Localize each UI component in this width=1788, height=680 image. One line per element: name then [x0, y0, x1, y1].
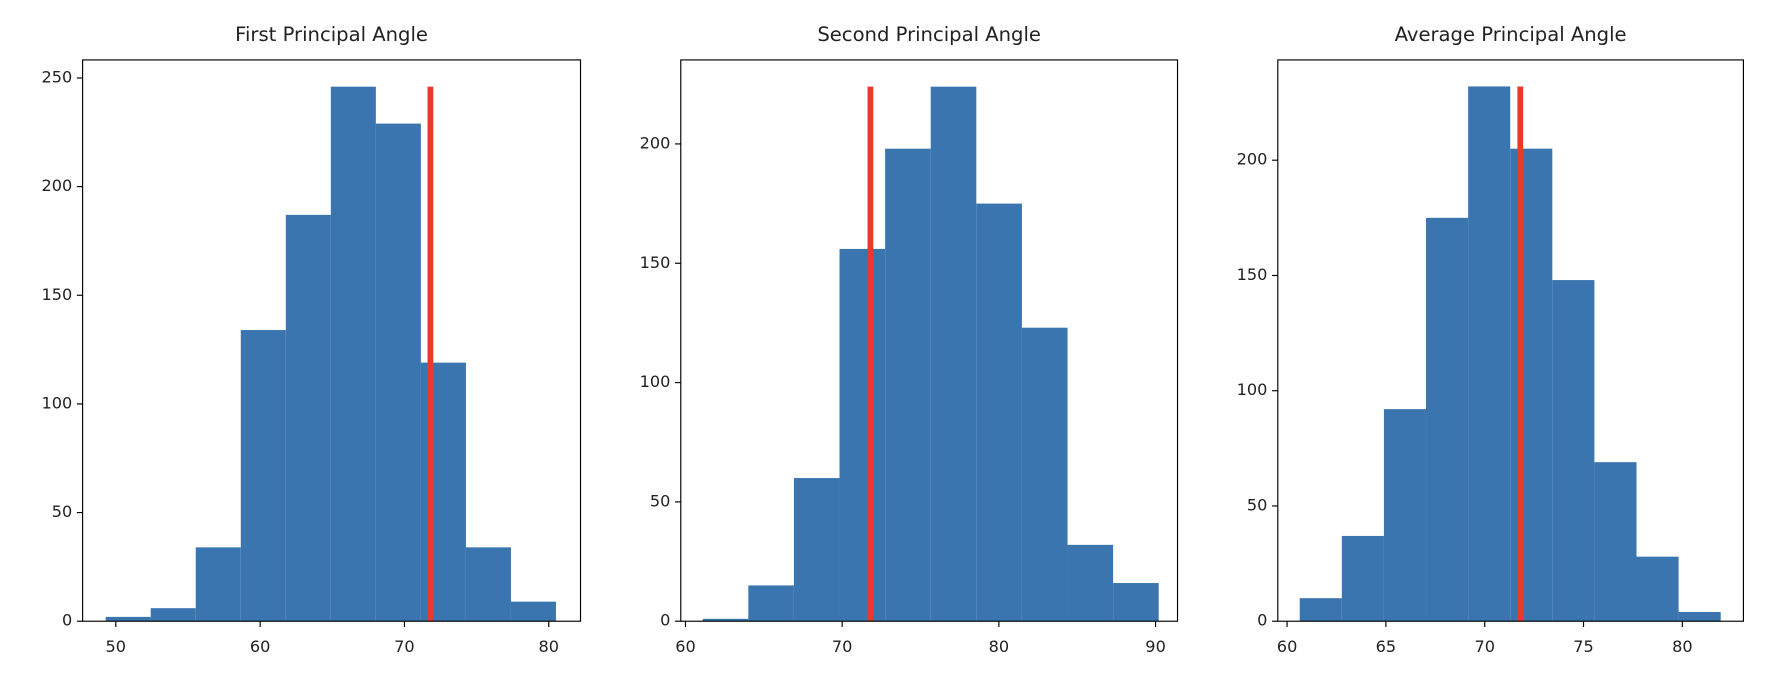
- x-tick-label: 50: [106, 637, 127, 656]
- bar: [195, 547, 241, 622]
- bar: [1383, 409, 1427, 622]
- y-tick-label: 200: [640, 133, 671, 152]
- y-tick-label: 50: [650, 491, 671, 510]
- bar: [885, 148, 931, 622]
- x-tick-label: 70: [394, 637, 415, 656]
- x-tick-label: 70: [1474, 637, 1495, 656]
- y-tick-label: 200: [41, 176, 72, 195]
- bar: [1678, 612, 1721, 622]
- bar: [150, 608, 196, 622]
- bar: [1594, 462, 1637, 622]
- bar: [330, 86, 376, 622]
- bar: [930, 86, 977, 622]
- bar: [793, 478, 840, 622]
- chart-title: Second Principal Angle: [817, 23, 1041, 46]
- y-tick-label: 50: [1247, 495, 1268, 514]
- bar: [1021, 327, 1068, 622]
- x-tick-label: 60: [1277, 637, 1298, 656]
- bar: [1510, 148, 1553, 622]
- bar: [1341, 535, 1384, 622]
- y-tick-label: 250: [41, 67, 72, 86]
- axes-frame: [82, 59, 582, 622]
- bar: [976, 203, 1022, 622]
- y-tick-label: 100: [41, 393, 72, 412]
- y-tick-label: 100: [640, 372, 671, 391]
- bar: [375, 123, 421, 622]
- x-tick-label: 65: [1376, 637, 1397, 656]
- bar: [702, 618, 749, 622]
- y-tick-label: 150: [640, 253, 671, 272]
- bar: [465, 547, 511, 622]
- x-tick-label: 80: [1672, 637, 1693, 656]
- bar: [1113, 583, 1159, 622]
- y-tick-label: 0: [660, 611, 670, 630]
- bar: [105, 616, 151, 622]
- axes-frame: [680, 59, 1179, 622]
- bar: [839, 248, 886, 622]
- x-tick-label: 60: [675, 637, 696, 656]
- bar: [1426, 217, 1469, 622]
- chart-title: Average Principal Angle: [1395, 23, 1627, 46]
- y-tick-label: 100: [1237, 380, 1268, 399]
- axes-frame: [1277, 59, 1744, 622]
- x-tick-label: 70: [832, 637, 853, 656]
- y-tick-label: 200: [1237, 150, 1268, 169]
- bar: [240, 330, 286, 622]
- bar: [748, 585, 794, 622]
- bar: [510, 601, 556, 622]
- bar: [1552, 280, 1595, 622]
- y-tick-label: 150: [1237, 265, 1268, 284]
- y-tick-label: 150: [41, 285, 72, 304]
- bar: [1299, 598, 1342, 622]
- chart-title: First Principal Angle: [235, 23, 428, 46]
- x-tick-label: 75: [1573, 637, 1594, 656]
- y-tick-label: 50: [52, 502, 73, 521]
- bar: [285, 214, 331, 622]
- x-tick-label: 80: [538, 637, 559, 656]
- bar: [1636, 556, 1679, 622]
- y-tick-label: 0: [62, 611, 72, 630]
- x-tick-label: 60: [250, 637, 271, 656]
- x-tick-label: 80: [989, 637, 1010, 656]
- x-tick-label: 90: [1145, 637, 1166, 656]
- bar: [1067, 544, 1114, 622]
- y-tick-label: 0: [1257, 611, 1267, 630]
- bar: [1468, 86, 1511, 622]
